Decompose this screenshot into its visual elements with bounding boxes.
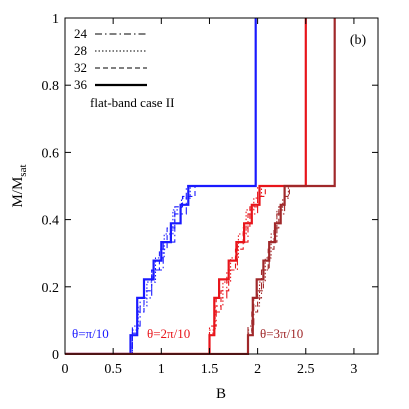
x-axis-label: B (216, 386, 226, 402)
y-tick-label: 0 (52, 348, 59, 363)
group-label-2: θ=2π/10 (147, 326, 190, 341)
y-tick-label: 0.8 (42, 79, 60, 94)
legend-label-32: 32 (74, 60, 87, 75)
legend-label-28: 28 (74, 43, 87, 58)
x-tick-label: 3 (350, 362, 357, 377)
curve-group3-size-24 (65, 18, 336, 355)
x-tick-label: 2 (254, 362, 261, 377)
y-tick-label: 0.2 (42, 281, 60, 296)
y-axis-label-main: M/M (10, 177, 26, 208)
curve-group2-size-28 (65, 18, 307, 355)
plot-frame (64, 17, 379, 355)
legend-label-36: 36 (74, 77, 88, 92)
y-tick-label: 0.4 (42, 214, 60, 229)
curve-group2-size-36 (65, 18, 307, 355)
x-tick-label: 0 (62, 362, 69, 377)
group-label-1: θ=π/10 (72, 326, 109, 341)
y-tick-label: 0.6 (42, 146, 60, 161)
group-labels: θ=π/10 θ=2π/10 θ=3π/10 (72, 326, 303, 341)
legend: 24 28 32 36 (74, 26, 147, 92)
x-tick-label: 1 (158, 362, 165, 377)
panel-label: (b) (350, 33, 367, 48)
curve-group1-size-28 (65, 18, 257, 355)
curves-layer (65, 18, 336, 355)
ticks-layer: 0 0.5 1 1.5 2 2.5 3 0 0.2 0.4 0.6 0.8 1 (42, 12, 378, 377)
y-tick-label: 1 (52, 12, 59, 27)
curve-group1-size-36 (65, 18, 257, 355)
y-axis-label-subscript: sat (17, 164, 29, 176)
x-tick-label: 0.5 (104, 362, 122, 377)
x-tick-label: 2.5 (297, 362, 315, 377)
group-label-3: θ=3π/10 (260, 326, 303, 341)
x-tick-label: 1.5 (201, 362, 219, 377)
y-axis-label: M/Msat (10, 164, 29, 207)
curve-group3-size-36 (65, 18, 336, 355)
curve-group3-size-28 (65, 18, 336, 355)
legend-label-24: 24 (74, 26, 88, 41)
legend-title: flat-band case II (90, 95, 174, 110)
